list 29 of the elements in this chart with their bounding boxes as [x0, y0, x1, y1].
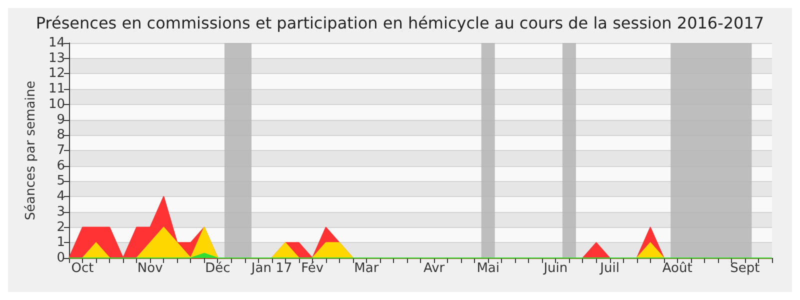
x-tick-label: Déc — [205, 261, 230, 276]
x-tick-label: Août — [662, 261, 692, 276]
chart-title: Présences en commissions et participation en hémicycle au cours de la session 2016-2017 — [36, 14, 764, 32]
x-tick-label: Avr — [423, 261, 446, 276]
x-tick-label: Sept — [730, 261, 760, 276]
y-tick-label: 9 — [56, 112, 65, 128]
y-tick-label: 13 — [48, 50, 65, 66]
y-tick-label: 2 — [56, 220, 65, 235]
x-tick-label: Mar — [354, 261, 380, 276]
y-tick-label: 10 — [48, 96, 65, 112]
x-tick-label: Fév — [301, 261, 324, 276]
y-tick-label: 3 — [56, 204, 65, 220]
y-tick-label: 14 — [48, 36, 65, 50]
y-axis-title: Séances par semaine — [24, 80, 39, 220]
y-tick-label: 6 — [56, 158, 65, 174]
x-tick-label: Juil — [599, 261, 620, 276]
y-tick-label: 4 — [56, 189, 65, 204]
y-tick-label: 0 — [56, 250, 65, 266]
y-tick-label: 7 — [56, 143, 65, 158]
x-tick-label: Mai — [476, 261, 500, 276]
x-tick-label: Jan 17 — [250, 261, 292, 276]
x-tick-label: Nov — [137, 261, 164, 276]
y-tick-label: 5 — [56, 174, 65, 189]
y-tick-label: 12 — [48, 66, 65, 82]
y-tick-label: 11 — [48, 82, 65, 97]
y-tick-label: 1 — [56, 235, 65, 250]
y-tick-label: 8 — [56, 128, 65, 143]
x-tick-label: Oct — [71, 261, 94, 276]
x-tick-label: Juin — [542, 261, 568, 276]
